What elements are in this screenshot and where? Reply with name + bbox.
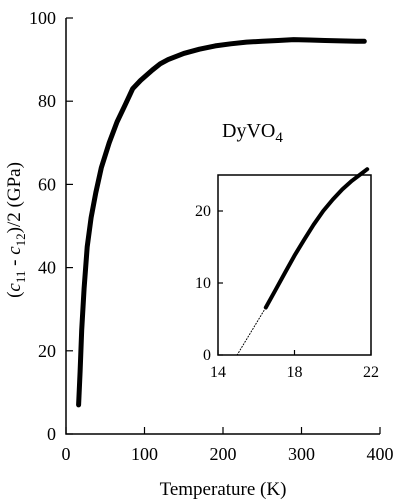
x-tick-label: 0: [62, 444, 71, 464]
x-axis-title: Temperature (K): [160, 479, 287, 500]
inset-frame: [217, 174, 372, 356]
inset-data-line: [263, 167, 370, 310]
x-tick-label: 400: [367, 444, 394, 464]
compound-label-base: DyVO: [222, 120, 275, 142]
inset-x-tick-label: 18: [287, 364, 303, 381]
y-tick-label: 100: [29, 8, 56, 28]
main-data-line: [76, 37, 367, 408]
compound-label-subscript: 4: [275, 130, 283, 146]
inset-x-tick-label: 22: [363, 364, 379, 381]
x-tick-label: 300: [288, 444, 315, 464]
inset-series: [236, 167, 370, 356]
inset-x-tick-label: 14: [210, 364, 226, 381]
y-tick-label: 80: [38, 91, 56, 111]
inset-plot: 14 18 22 0 10 20: [195, 167, 379, 381]
inset-y-tick-label: 20: [195, 203, 211, 220]
inset-extrapolation-line: [236, 307, 267, 356]
y-tick-label: 60: [38, 174, 56, 194]
x-tick-label: 200: [210, 444, 237, 464]
x-tick-label: 100: [131, 444, 158, 464]
y-axis-title: (c11 - c12)/2 (GPa): [4, 162, 28, 298]
inset-y-tick-label: 10: [195, 275, 211, 292]
y-tick-label: 20: [38, 341, 56, 361]
compound-label: DyVO4: [222, 120, 283, 146]
y-tick-label: 0: [47, 424, 56, 444]
inset-ticks: 14 18 22 0 10 20: [195, 203, 379, 381]
inset-y-tick-label: 0: [203, 347, 211, 364]
main-series: [76, 37, 367, 408]
y-tick-label: 40: [38, 258, 56, 278]
